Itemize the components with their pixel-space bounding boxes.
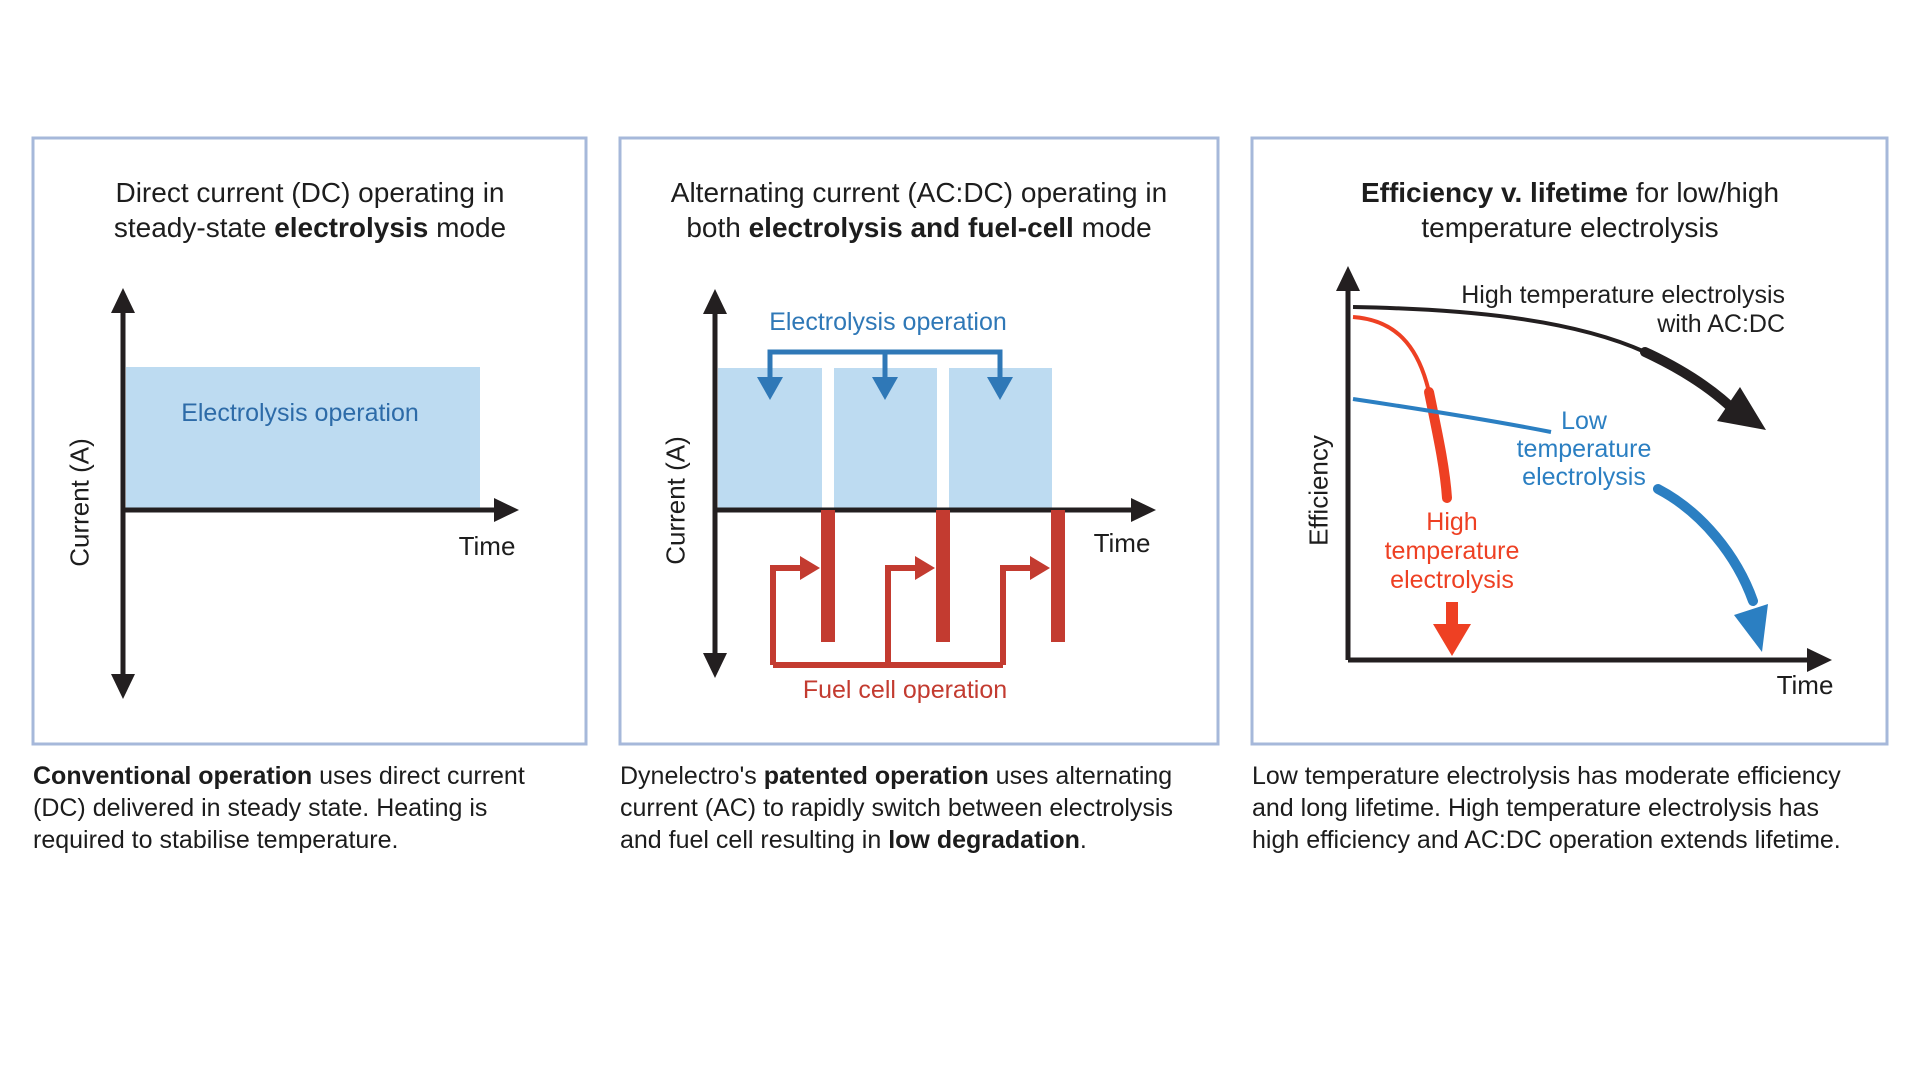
panel1-title: Direct current (DC) operating in steady-… bbox=[60, 175, 560, 245]
x-axis-arrow-icon bbox=[1807, 648, 1832, 672]
panel3-red-curve-label: High temperature electrolysis bbox=[1322, 508, 1582, 595]
black-label-line1: High temperature electrolysis bbox=[1461, 281, 1785, 309]
curve-high-temp-acdc bbox=[1352, 305, 1766, 430]
electrolysis-block bbox=[126, 367, 480, 509]
caption-line: Low temperature electrolysis has moderat… bbox=[1252, 762, 1841, 790]
panel3-chart bbox=[1336, 266, 1832, 672]
panel2-title: Alternating current (AC:DC) operating in… bbox=[639, 175, 1199, 245]
panel2-border bbox=[618, 136, 1220, 746]
y-axis bbox=[111, 288, 135, 699]
panel1-y-axis-label: Current (A) bbox=[64, 438, 95, 567]
x-axis-arrow-icon bbox=[494, 498, 519, 522]
panel2-fuel-cell-label: Fuel cell operation bbox=[802, 676, 1008, 704]
panel1-caption: Conventional operation uses direct curre… bbox=[33, 760, 593, 856]
down-arrow-icon bbox=[757, 377, 783, 400]
blue-arrow-icon bbox=[1734, 604, 1768, 652]
panel1-x-axis-label: Time bbox=[458, 531, 516, 561]
caption-line: and long lifetime. High temperature elec… bbox=[1252, 794, 1819, 822]
caption-line: required to stabilise temperature. bbox=[33, 826, 399, 854]
y-axis bbox=[1336, 266, 1360, 660]
panel2-chart bbox=[703, 289, 1156, 678]
panel3-title: Efficiency v. lifetime for low/high temp… bbox=[1290, 175, 1850, 245]
caption-line: Dynelectro's patented operation uses alt… bbox=[620, 762, 1173, 790]
y-axis-up-arrow-icon bbox=[703, 289, 727, 314]
red-arrow-icon bbox=[1433, 624, 1471, 656]
red-label-line3: electrolysis bbox=[1390, 566, 1514, 594]
black-arrow-icon bbox=[1717, 387, 1766, 430]
panel1-border bbox=[31, 136, 588, 746]
panel3-title-line1: Efficiency v. lifetime for low/high bbox=[1360, 177, 1780, 208]
y-axis-up-arrow-icon bbox=[1336, 266, 1360, 291]
red-label-line2: temperature bbox=[1384, 537, 1520, 565]
y-axis-up-arrow-icon bbox=[111, 288, 135, 313]
fuel-cell-bar-2 bbox=[936, 510, 950, 642]
panel2-y-axis-label: Current (A) bbox=[660, 436, 691, 565]
panel1-electrolysis-label: Electrolysis operation bbox=[181, 399, 419, 427]
electrolysis-bracket bbox=[757, 349, 1013, 400]
panel3-blue-curve-label: Low temperature electrolysis bbox=[1454, 407, 1714, 491]
down-arrow-icon bbox=[872, 377, 898, 400]
fuel-cell-bar-1 bbox=[821, 510, 835, 642]
down-arrow-icon bbox=[987, 377, 1013, 400]
panel3-border bbox=[1250, 136, 1889, 746]
panel2-electrolysis-label: Electrolysis operation bbox=[769, 308, 1007, 336]
red-label-line1: High bbox=[1426, 508, 1478, 536]
panel2-title-line1: Alternating current (AC:DC) operating in bbox=[670, 177, 1168, 208]
fuel-cell-bars bbox=[821, 510, 1065, 642]
panel1-title-line1: Direct current (DC) operating in bbox=[115, 177, 505, 208]
y-axis bbox=[703, 289, 727, 678]
x-axis bbox=[1348, 648, 1832, 672]
curve-high-temp bbox=[1352, 315, 1471, 656]
caption-line: current (AC) to rapidly switch between e… bbox=[620, 794, 1173, 822]
x-axis-arrow-icon bbox=[1131, 498, 1156, 522]
caption-line: high efficiency and AC:DC operation exte… bbox=[1252, 826, 1841, 854]
right-arrow-icon bbox=[915, 556, 935, 580]
y-axis-down-arrow-icon bbox=[703, 653, 727, 678]
panel1-title-line2: steady-state electrolysis mode bbox=[113, 212, 507, 243]
blue-label-line1: Low bbox=[1561, 407, 1607, 435]
panel3-x-axis-label: Time bbox=[1776, 670, 1834, 700]
blue-label-line2: temperature bbox=[1516, 435, 1652, 463]
right-arrow-icon bbox=[1030, 556, 1050, 580]
panel2-title-line2: both electrolysis and fuel-cell mode bbox=[686, 212, 1152, 243]
panel1-chart bbox=[111, 288, 519, 699]
right-arrow-icon bbox=[800, 556, 820, 580]
y-axis-down-arrow-icon bbox=[111, 674, 135, 699]
panel3-y-axis-label: Efficiency bbox=[1303, 435, 1334, 546]
caption-line: (DC) delivered in steady state. Heating … bbox=[33, 794, 488, 822]
curve-low-temp bbox=[1352, 397, 1768, 652]
caption-line: Conventional operation uses direct curre… bbox=[33, 762, 525, 790]
fuel-cell-bar-3 bbox=[1051, 510, 1065, 642]
panel2-caption: Dynelectro's patented operation uses alt… bbox=[620, 760, 1220, 856]
x-axis bbox=[123, 498, 519, 522]
panel3-black-curve-label: High temperature electrolysis with AC:DC bbox=[1445, 281, 1785, 339]
caption-line: and fuel cell resulting in low degradati… bbox=[620, 826, 1087, 854]
panel2-x-axis-label: Time bbox=[1093, 528, 1151, 558]
blue-label-line3: electrolysis bbox=[1522, 463, 1646, 491]
panel-borders bbox=[31, 136, 1889, 746]
black-label-line2: with AC:DC bbox=[1657, 310, 1785, 338]
panel3-title-line2: temperature electrolysis bbox=[1421, 212, 1719, 243]
fuel-cell-bracket bbox=[770, 556, 1050, 668]
panel3-caption: Low temperature electrolysis has moderat… bbox=[1252, 760, 1902, 856]
